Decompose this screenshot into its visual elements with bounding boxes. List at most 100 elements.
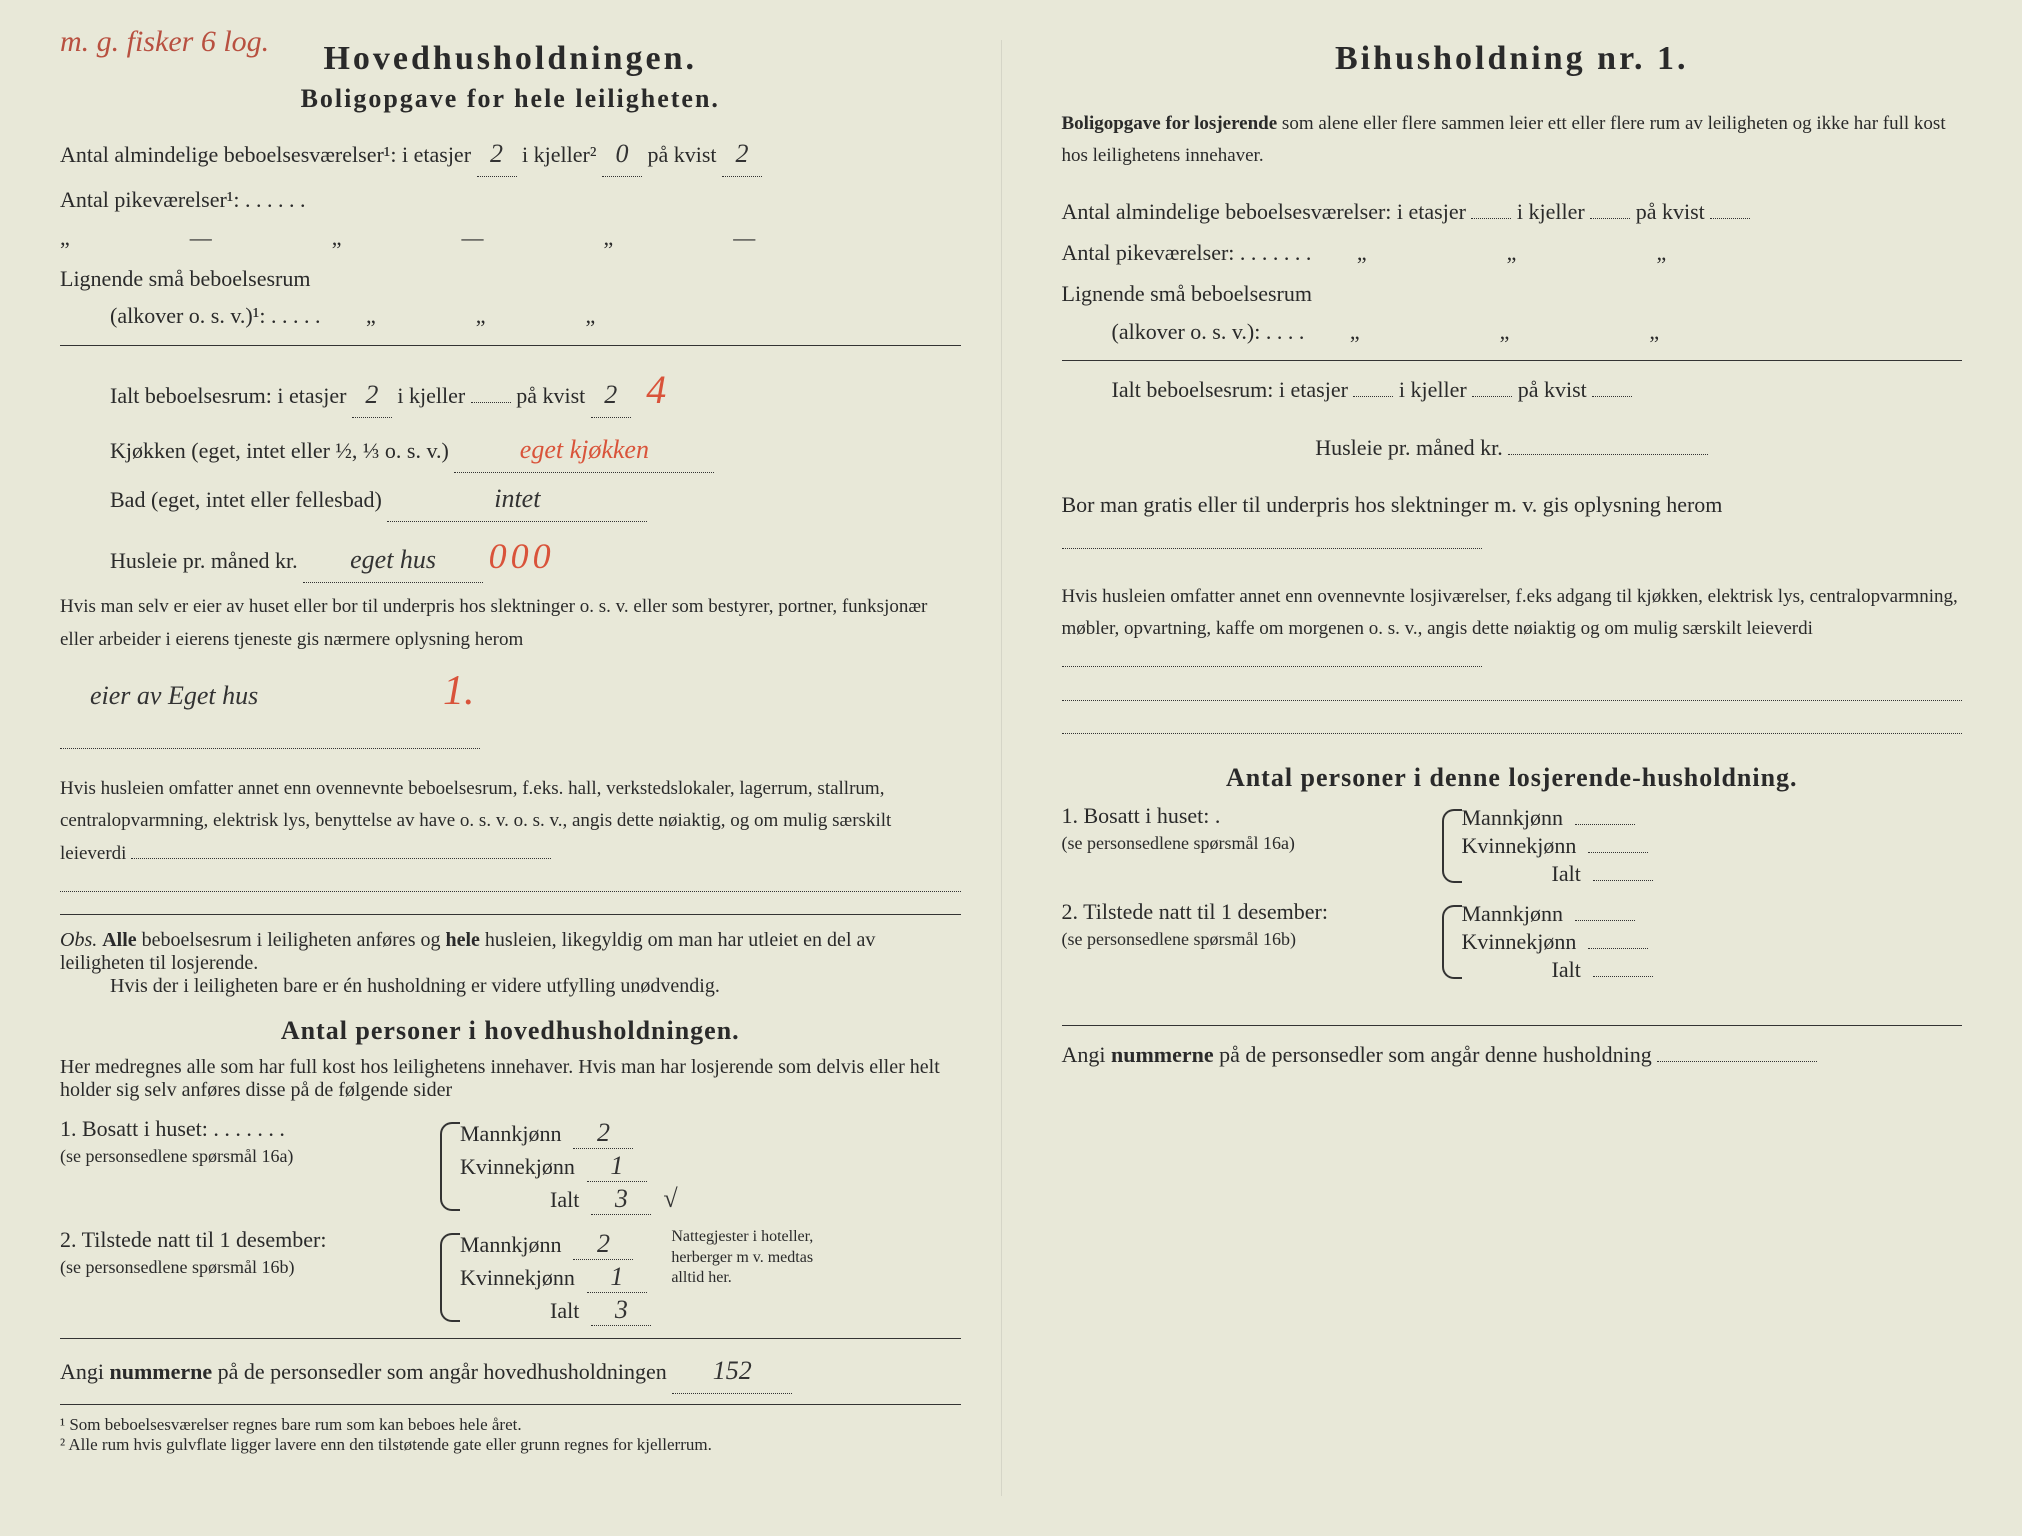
r-row1-label-block: 1. Bosatt i huset: . (se personsedlene s… [1062,803,1442,855]
r-l2: Antal pikeværelser: . . . . . . . „„„ [1062,234,1963,271]
r-l3-sub: (alkover o. s. v.): . . . . [1112,319,1305,344]
r2-ialt: 3 [591,1295,651,1326]
obs-t1: beboelsesrum i leiligheten anføres og [142,929,441,951]
husleie-red: 000 [489,536,555,576]
r-row2-label: 2. Tilstede natt til 1 desember: [1062,899,1328,924]
bad-val: intet [387,477,647,522]
r-blank-3 [1062,679,1963,701]
ialt-etasjer: 2 [352,373,392,418]
r-ialt-1: Ialt [1552,861,1581,887]
r2-kvinne-fill [1588,948,1648,949]
left-page: m. g. fisker 6 log. Hovedhusholdningen. … [50,40,1002,1496]
r1-check: √ [663,1184,677,1214]
divider-3 [60,1338,961,1339]
r-para1-text: Bor man gratis eller til underpris hos s… [1062,492,1723,517]
top-handwriting: m. g. fisker 6 log. [60,25,269,59]
r1-kvinne: 1 [587,1151,647,1182]
angi-val: 152 [672,1349,792,1394]
r-husleie: Husleie pr. måned kr. [1062,429,1963,466]
r-husleie-val [1508,454,1708,455]
r2-ialt-fill [1593,976,1653,977]
r-mann-1: Mannkjønn [1462,805,1563,831]
r-ialt: Ialt beboelsesrum: i etasjer i kjeller p… [1112,371,1963,408]
footnotes: ¹ Som beboelsesværelser regnes bare rum … [60,1415,961,1455]
mann-label-2: Mannkjønn [460,1232,561,1258]
kjokken-val: eget kjøkken [454,428,714,473]
line-husleie: Husleie pr. måned kr. eget hus 000 [110,526,961,587]
r-kvinne-2: Kvinnekjønn [1462,929,1577,955]
husleie-val: eget hus [303,538,483,583]
r-l1-label: Antal almindelige beboelsesværelser: i e… [1062,199,1466,224]
r-row1-label: 1. Bosatt i huset: . [1062,803,1221,828]
row2-sub: (se personsedlene spørsmål 16b) [60,1257,294,1277]
ialt-kvist: 2 [591,373,631,418]
l1-etasjer: 2 [477,132,517,177]
row2-label-block: 2. Tilstede natt til 1 desember: (se per… [60,1227,440,1279]
ialt-label-b2: Ialt [550,1298,579,1324]
ialt-kjeller-label: i kjeller [397,383,465,408]
line-kjokken: Kjøkken (eget, intet eller ½, ⅓ o. s. v.… [110,428,961,473]
para1-text: Hvis man selv er eier av huset eller bor… [60,596,927,649]
r-section-title: Antal personer i denne losjerende-hushol… [1062,763,1963,793]
bracket-2: Mannkjønn2 Kvinnekjønn1 Ialt3 [440,1227,651,1328]
intro2: Her medregnes alle som har full kost hos… [60,1056,961,1102]
obs-label: Obs. [60,929,102,951]
r-blank-1 [1062,527,1482,549]
row1-sub: (se personsedlene spørsmål 16a) [60,1146,293,1166]
r-kvinne-1: Kvinnekjønn [1462,833,1577,859]
red-4: 4 [646,367,666,412]
l1-kjeller: 0 [602,132,642,177]
ialt-label: Ialt beboelsesrum: i etasjer [110,383,346,408]
r1-ialt-fill [1593,880,1653,881]
r-quotes-2: „„„ [1350,313,1659,350]
line-pike: Antal pikeværelser¹: . . . . . . „—„—„— [60,181,961,256]
angi-line: Angi nummerne på de personsedler som ang… [60,1349,961,1394]
divider-2 [60,914,961,915]
r2-kvinne: 1 [587,1262,647,1293]
line-ialt: Ialt beboelsesrum: i etasjer 2 i kjeller… [110,356,961,424]
l1-label: Antal almindelige beboelsesværelser¹: i … [60,142,471,167]
r-mann-2: Mannkjønn [1462,901,1563,927]
fn1: ¹ Som beboelsesværelser regnes bare rum … [60,1415,961,1435]
r-ialt-kjeller-label: i kjeller [1399,377,1467,402]
para1: Hvis man selv er eier av huset eller bor… [60,591,961,760]
r-row2: 2. Tilstede natt til 1 desember: (se per… [1062,899,1963,985]
r1-ialt: 3 [591,1184,651,1215]
r-angi: Angi nummerne på de personsedler som ang… [1062,1036,1963,1073]
quote-spacers-2: „„„ [366,297,595,334]
section-title-left: Antal personer i hovedhusholdningen. [60,1016,961,1046]
kjokken-label: Kjøkken (eget, intet eller ½, ⅓ o. s. v.… [110,438,449,463]
row-bosatt: 1. Bosatt i huset: . . . . . . . (se per… [60,1116,961,1217]
right-title: Bihusholdning nr. 1. [1062,40,1963,78]
r-row1-sub: (se personsedlene spørsmål 16a) [1062,833,1295,853]
kvinne-label-2: Kvinnekjønn [460,1265,575,1291]
r-divider [1062,360,1963,361]
r-l1-kjeller [1590,218,1630,219]
r-row1: 1. Bosatt i huset: . (se personsedlene s… [1062,803,1963,889]
blank-line-3 [60,870,961,892]
line-beboelse: Antal almindelige beboelsesværelser¹: i … [60,132,961,177]
right-page: Bihusholdning nr. 1. Boligopgave for los… [1052,40,1973,1496]
l3-label: Lignende små beboelsesrum [60,266,311,291]
r-ialt-kvist-label: på kvist [1518,377,1587,402]
ialt-kjeller [471,402,511,403]
r-divider-2 [1062,1025,1963,1026]
quote-spacers: „—„—„— [60,219,755,256]
right-intro: Boligopgave for losjerende som alene ell… [1062,108,1963,173]
divider [60,345,961,346]
husleie-label: Husleie pr. måned kr. [110,548,298,573]
r-blank-4 [1062,712,1963,734]
row1-label: 1. Bosatt i huset: . . . . . . . [60,1116,285,1141]
row-tilstede: 2. Tilstede natt til 1 desember: (se per… [60,1227,961,1328]
r-angi-val [1657,1061,1817,1062]
ialt-kvist-label: på kvist [516,383,585,408]
row1-label-block: 1. Bosatt i huset: . . . . . . . (se per… [60,1116,440,1168]
r-l2-label: Antal pikeværelser: . . . . . . . [1062,240,1312,265]
side-note: Nattegjester i hoteller, herberger m v. … [671,1227,831,1289]
r-quotes: „„„ [1357,234,1666,271]
l3-sub: (alkover o. s. v.)¹: . . . . . [110,303,320,328]
bad-label: Bad (eget, intet eller fellesbad) [110,487,382,512]
r-kjeller-label: i kjeller [1517,199,1585,224]
ialt-label-b: Ialt [550,1187,579,1213]
line-alkover: Lignende små beboelsesrum (alkover o. s.… [60,260,961,335]
